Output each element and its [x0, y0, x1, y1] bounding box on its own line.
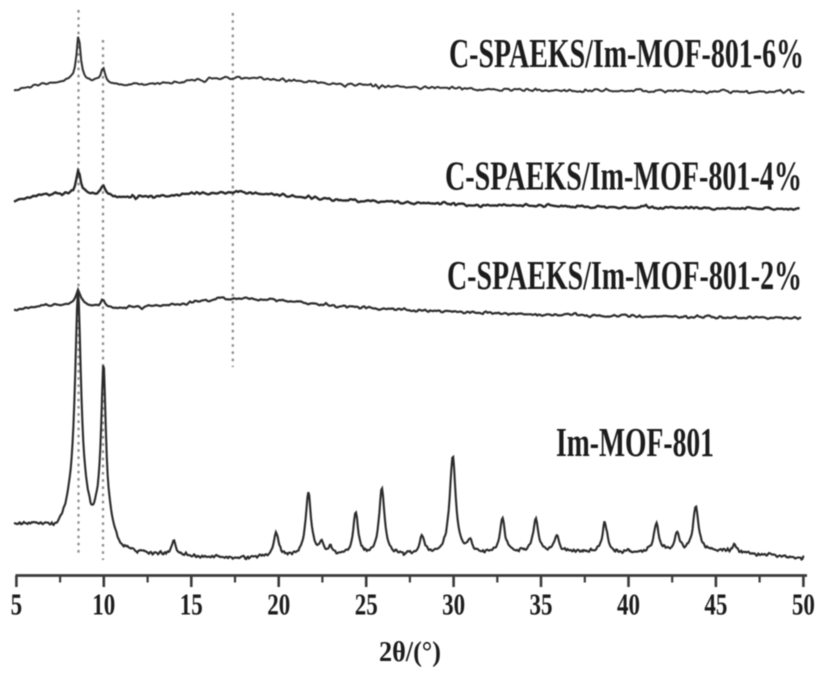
svg-text:40: 40	[617, 587, 640, 622]
svg-text:C-SPAEKS/Im-MOF-801-6%: C-SPAEKS/Im-MOF-801-6%	[449, 30, 804, 76]
svg-text:45: 45	[704, 587, 727, 622]
svg-text:30: 30	[442, 587, 465, 622]
svg-text:Im-MOF-801: Im-MOF-801	[556, 419, 714, 465]
svg-text:2θ/(°): 2θ/(°)	[379, 636, 441, 668]
svg-text:25: 25	[355, 587, 378, 622]
svg-text:10: 10	[92, 587, 115, 622]
svg-text:15: 15	[180, 587, 203, 622]
svg-text:20: 20	[267, 587, 290, 622]
svg-text:5: 5	[11, 587, 23, 622]
svg-text:C-SPAEKS/Im-MOF-801-4%: C-SPAEKS/Im-MOF-801-4%	[445, 153, 802, 199]
svg-text:35: 35	[530, 587, 553, 622]
svg-text:50: 50	[792, 587, 815, 622]
svg-text:C-SPAEKS/Im-MOF-801-2%: C-SPAEKS/Im-MOF-801-2%	[447, 252, 802, 298]
